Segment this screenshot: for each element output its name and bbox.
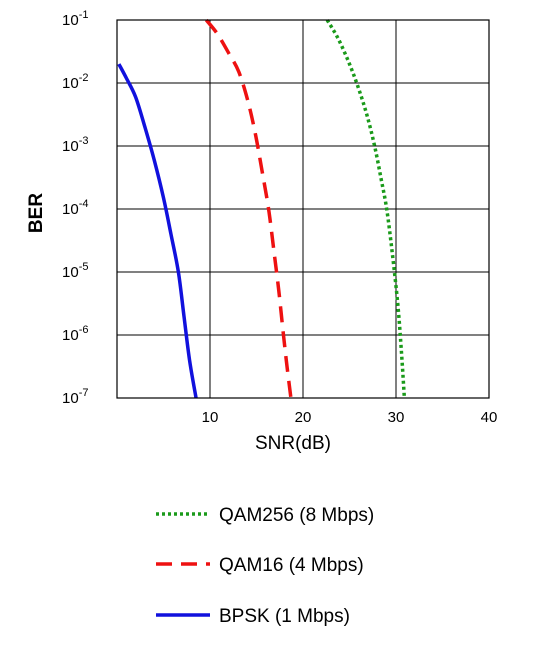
x-axis-label: SNR(dB) — [255, 433, 331, 454]
y-tick-label: 10-6 — [62, 324, 88, 344]
y-tick-label: 10-3 — [62, 135, 88, 155]
x-tick-label: 20 — [295, 409, 312, 426]
y-tick-label: 10-7 — [62, 387, 88, 407]
x-tick-label: 10 — [202, 409, 219, 426]
y-tick-label: 10-1 — [62, 9, 88, 29]
y-tick-label: 10-2 — [62, 72, 88, 92]
series-line-bpsk — [117, 63, 198, 399]
x-tick-label: 30 — [388, 409, 405, 426]
legend: QAM256 (8 Mbps) QAM16 (4 Mbps) BPSK (1 Mbp… — [156, 505, 374, 627]
legend-label-bpsk: BPSK (1 Mbps) — [219, 606, 350, 627]
legend-label-qam16: QAM16 (4 Mbps) — [219, 555, 364, 576]
y-tick-labels: 10-1 10-2 10-3 10-4 10-5 10-6 10-7 — [62, 9, 88, 407]
series-line-qam16 — [204, 18, 293, 399]
legend-label-qam256: QAM256 (8 Mbps) — [219, 505, 374, 526]
plot-area-frame — [116, 19, 490, 399]
series-line-qam256 — [325, 19, 407, 399]
x-tick-labels: 10 20 30 40 — [202, 409, 498, 426]
x-tick-label: 40 — [481, 409, 498, 426]
y-tick-label: 10-5 — [62, 261, 88, 281]
grid-lines — [117, 19, 490, 399]
series-lines — [117, 18, 407, 399]
y-axis-label: BER — [26, 193, 47, 233]
y-tick-label: 10-4 — [62, 198, 88, 218]
